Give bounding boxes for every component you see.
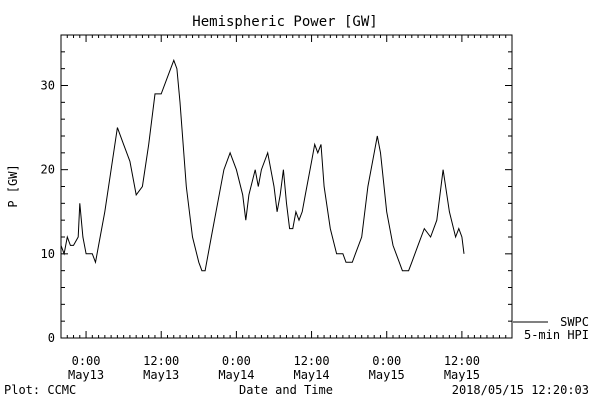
chart-title: Hemispheric Power [GW]: [192, 14, 377, 30]
series-group: [60, 58, 465, 272]
footer-right: 2018/05/15 12:20:03: [452, 383, 589, 397]
y-axis: 0 10 20 30: [41, 34, 512, 345]
footer-left: Plot: CCMC: [4, 383, 76, 397]
y-tick-label: 0: [48, 331, 55, 345]
legend-line2: 5-min HPI: [524, 328, 589, 342]
x-tick-label-time: 0:00: [222, 354, 251, 368]
x-tick-label-time: 12:00: [293, 354, 329, 368]
y-tick-label: 20: [41, 163, 55, 177]
plot-frame: [60, 34, 513, 339]
x-tick-label-time: 0:00: [372, 354, 401, 368]
x-tick-label-date: May15: [369, 368, 405, 382]
legend-line1: SWPC: [560, 315, 589, 329]
x-tick-label-time: 12:00: [444, 354, 480, 368]
x-tick-label-date: May14: [218, 368, 254, 382]
x-tick-label-time: 0:00: [72, 354, 101, 368]
y-tick-label: 10: [41, 247, 55, 261]
x-tick-label-date: May13: [143, 368, 179, 382]
x-tick-label-time: 12:00: [143, 354, 179, 368]
series-line-swpc: [60, 58, 465, 272]
y-tick-label: 30: [41, 79, 55, 93]
x-axis-label: Date and Time: [239, 383, 333, 397]
x-axis: 0:00May1312:00May130:00May1412:00May140:…: [60, 35, 513, 382]
x-tick-label-date: May14: [293, 368, 329, 382]
y-axis-label: P [GW]: [6, 164, 20, 207]
x-tick-label-date: May15: [444, 368, 480, 382]
x-tick-label-date: May13: [68, 368, 104, 382]
